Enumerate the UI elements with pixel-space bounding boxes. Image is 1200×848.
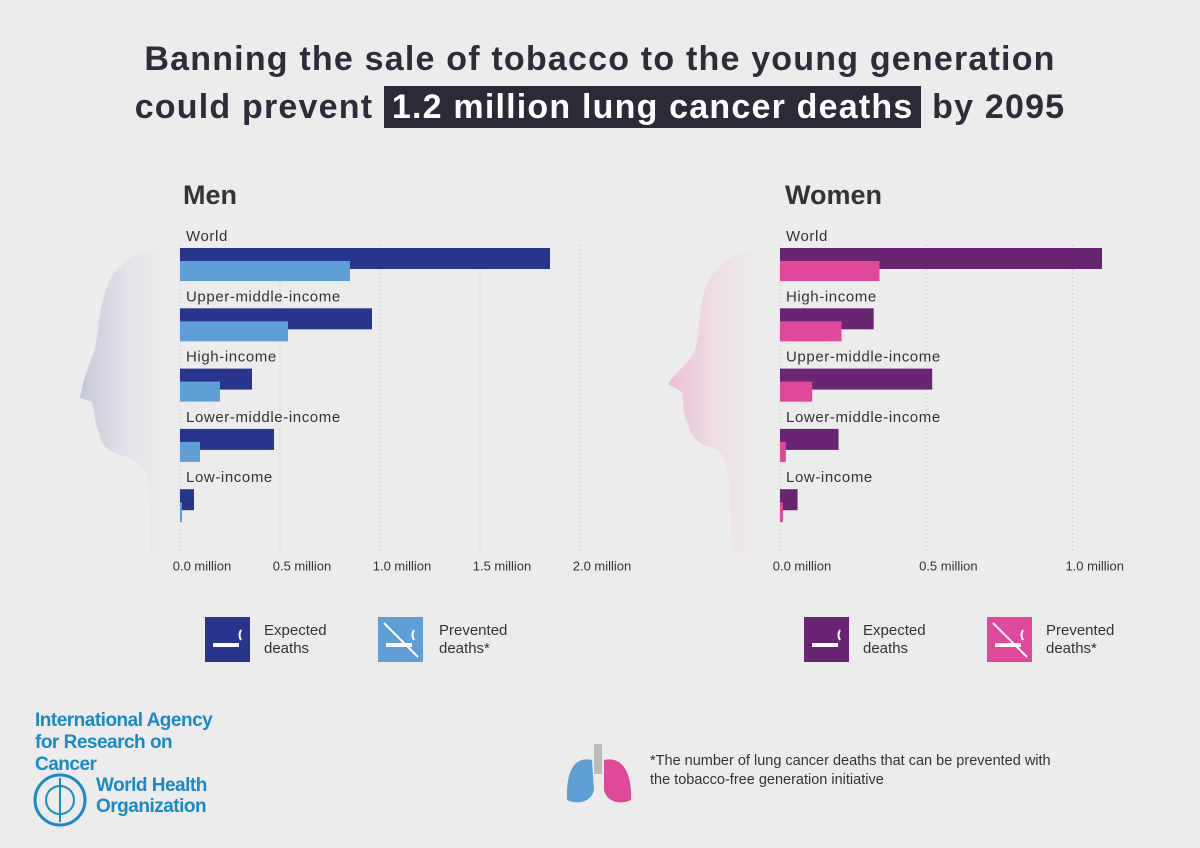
category-label: Low-income	[186, 469, 273, 486]
category-label: Lower-middle-income	[786, 409, 941, 426]
x-tick-label: 0.5 million	[273, 558, 332, 573]
title: could prevent 1.2 million lung cancer de…	[0, 86, 1200, 128]
bar	[180, 261, 350, 281]
lungs-icon	[566, 744, 632, 803]
legend-label: Expected deaths	[863, 622, 926, 657]
category-label: Upper-middle-income	[186, 288, 341, 305]
category-label: World	[786, 228, 828, 245]
title-highlight: 1.2 million lung cancer deaths	[383, 86, 922, 128]
chart-title: Women	[785, 180, 882, 210]
x-tick-label: 0.0 million	[173, 558, 232, 573]
bar	[780, 321, 842, 342]
bar	[780, 428, 839, 450]
silhouette-men	[80, 245, 180, 552]
x-tick-label: 1.5 million	[473, 558, 532, 573]
category-label: Lower-middle-income	[186, 409, 341, 426]
legend-label: Prevented deaths*	[439, 622, 508, 657]
bar	[180, 381, 220, 402]
chart-title: Men	[183, 180, 237, 210]
bar	[180, 489, 194, 511]
who-logo-text: World Health Organization	[96, 775, 207, 817]
x-tick-label: 1.0 million	[373, 558, 432, 573]
category-label: World	[186, 228, 228, 245]
title: Banning the sale of tobacco to the young…	[144, 40, 1056, 78]
bar	[180, 428, 274, 450]
title-text: by 2095	[932, 88, 1066, 126]
bar	[180, 502, 182, 523]
category-label: High-income	[786, 288, 877, 305]
x-tick-label: 1.0 million	[1065, 558, 1124, 573]
bar	[780, 261, 880, 281]
x-tick-label: 0.0 million	[773, 558, 832, 573]
bar	[780, 368, 933, 390]
silhouette-women	[668, 245, 780, 552]
x-tick-label: 0.5 million	[919, 558, 978, 573]
legend-label: Expected deaths	[264, 622, 327, 657]
category-label: High-income	[186, 349, 277, 366]
bar	[780, 381, 813, 402]
iarc-logo-text: International Agency for Research on Can…	[35, 710, 213, 775]
category-label: Upper-middle-income	[786, 349, 941, 366]
footnote: *The number of lung cancer deaths that c…	[650, 753, 1051, 788]
x-tick-label: 2.0 million	[573, 558, 632, 573]
bar	[180, 321, 288, 342]
title-text: could prevent	[134, 88, 374, 126]
legend-icon	[205, 617, 1032, 662]
legend-label: Prevented deaths*	[1046, 622, 1115, 657]
category-label: Low-income	[786, 469, 873, 486]
bar	[780, 489, 798, 511]
bar	[780, 502, 783, 523]
who-emblem	[33, 773, 87, 827]
bar	[780, 441, 786, 462]
bar	[180, 441, 200, 462]
